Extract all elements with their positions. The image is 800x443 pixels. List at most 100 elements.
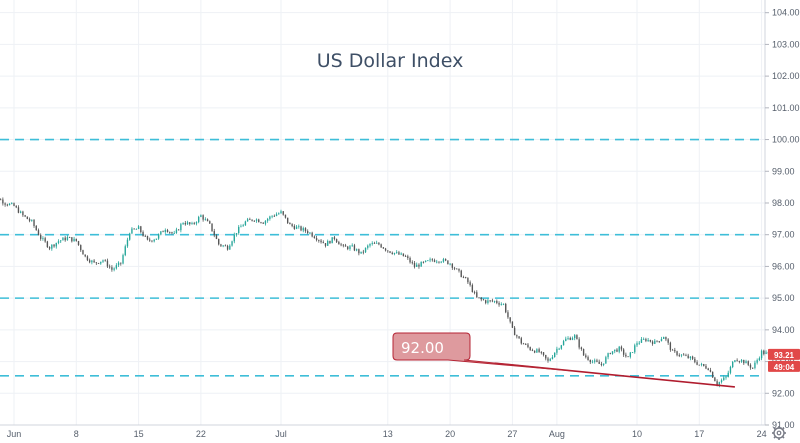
candle-body (413, 262, 416, 267)
time-axis[interactable]: Jun 8 15 22 Jul 13 20 27 Aug 10 17 24 (7, 429, 767, 439)
candle-body (665, 337, 667, 340)
candle-body (35, 225, 37, 231)
candle-body (487, 300, 489, 303)
candle-body (108, 266, 111, 268)
candle-body (447, 260, 449, 265)
candle-body (420, 261, 422, 267)
candle-body (53, 244, 55, 247)
candle-body (173, 232, 175, 234)
candle-body (111, 267, 113, 270)
candle-body (355, 249, 358, 251)
candle-body (0, 199, 2, 201)
y-tick-label: 92.00 (772, 388, 795, 398)
candle-body (404, 256, 407, 257)
candle-body (180, 224, 182, 231)
candle-body (553, 352, 556, 357)
candle-body (591, 361, 594, 363)
candle-body (22, 211, 24, 216)
candle-body (594, 360, 596, 362)
candle-body (353, 245, 356, 251)
candle-body (596, 360, 598, 362)
candle-body (104, 260, 106, 262)
candle-body (558, 348, 560, 350)
candle-body (131, 228, 133, 234)
candle-body (289, 222, 291, 225)
candle-body (700, 364, 703, 365)
candle-body (280, 211, 282, 214)
candle-body (585, 355, 587, 358)
candle-body (362, 251, 365, 253)
candle-body (342, 244, 344, 246)
candle-body (333, 237, 336, 240)
candle-body (743, 360, 745, 364)
candle-body (100, 261, 102, 264)
candle-body (284, 214, 287, 218)
candle-body (189, 222, 191, 225)
candle-body (93, 260, 95, 263)
candle-body (600, 363, 603, 365)
candle-body (616, 349, 618, 352)
candle-body (193, 223, 195, 224)
candle-body (627, 356, 629, 358)
candle-body (478, 297, 480, 299)
candle-body (522, 343, 525, 345)
candle-body (184, 223, 187, 225)
candle-body (307, 231, 309, 233)
candle-body (416, 264, 418, 267)
candle-body (249, 219, 251, 221)
candle-body (711, 371, 714, 378)
candle-body (349, 246, 351, 250)
y-tick-label: 95.00 (772, 293, 795, 303)
candle-body (754, 362, 756, 368)
candle-body (587, 357, 589, 360)
candle-body (164, 230, 166, 232)
y-tick-label: 94.00 (772, 325, 795, 335)
candle-body (418, 264, 420, 267)
candle-body (578, 339, 580, 348)
candle-body (422, 261, 425, 263)
candle-body (547, 358, 549, 361)
candle-body (195, 222, 198, 224)
candle-body (752, 367, 754, 369)
candle-body (246, 219, 249, 222)
candle-body (213, 231, 215, 236)
candle-body (725, 376, 727, 378)
candle-body (464, 277, 467, 279)
candle-body (513, 327, 516, 336)
y-tick-label: 104.00 (772, 8, 800, 18)
candle-body (77, 241, 80, 246)
candle-body (629, 352, 632, 357)
horizontal-levels (0, 138, 765, 377)
candle-body (589, 359, 591, 363)
price-callout[interactable]: 92.00 (392, 332, 575, 372)
callout-box[interactable] (392, 332, 575, 372)
candle-body (166, 230, 169, 233)
candle-body (734, 360, 736, 362)
candle-body (407, 256, 409, 258)
candle-body (120, 262, 122, 264)
candle-body (429, 259, 431, 261)
candle-body (614, 349, 616, 352)
candle-body (482, 299, 485, 301)
candle-body (685, 355, 687, 357)
candle-body (142, 232, 144, 236)
candle-body (723, 377, 725, 381)
candle-body (449, 263, 451, 265)
candle-body (569, 338, 571, 340)
candle-body (471, 285, 474, 292)
candle-body (380, 244, 382, 248)
candle-body (6, 204, 9, 206)
candle-body (251, 219, 253, 221)
candle-body (531, 350, 534, 351)
candle-body (300, 226, 302, 231)
candle-body (551, 356, 554, 360)
gear-icon[interactable] (772, 426, 786, 440)
current-price-value: 93.21 (774, 351, 795, 360)
candle-body (607, 353, 609, 358)
candle-body (678, 355, 680, 357)
candle-body (48, 247, 51, 249)
candle-body (538, 349, 540, 353)
candle-body (738, 361, 741, 362)
candle-body (622, 349, 625, 355)
